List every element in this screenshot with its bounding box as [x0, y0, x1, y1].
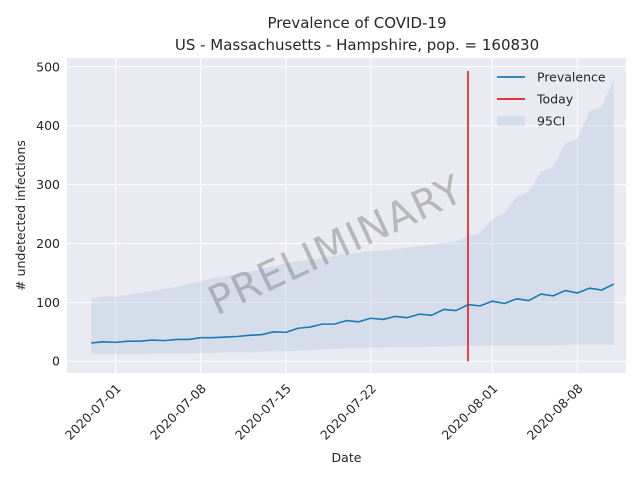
legend-label: 95CI [537, 114, 565, 129]
x-tick-label: 2020-07-22 [317, 381, 379, 443]
x-axis-label: Date [332, 450, 362, 465]
y-tick-label: 500 [36, 59, 60, 74]
y-axis-label: # undetected infections [13, 140, 28, 291]
y-tick-label: 100 [36, 295, 60, 310]
series-layer [91, 70, 615, 362]
y-tick-label: 200 [36, 236, 60, 251]
y-tick-label: 0 [52, 354, 60, 369]
prevalence-line [91, 283, 615, 344]
legend-label: Prevalence [537, 70, 606, 85]
ci-band [91, 78, 614, 355]
chart-subtitle: US - Massachusetts - Hampshire, pop. = 1… [175, 36, 539, 54]
x-tick-label: 2020-07-08 [147, 381, 209, 443]
x-tick-label: 2020-08-01 [439, 381, 501, 443]
chart-title: Prevalence of COVID-19 [267, 14, 446, 32]
x-tick-label: 2020-08-08 [524, 381, 586, 443]
x-tick-label: 2020-07-01 [62, 381, 124, 443]
grid [67, 58, 626, 373]
legend-handle [497, 116, 525, 126]
legend-label: Today [536, 92, 574, 107]
x-tick-label: 2020-07-15 [232, 381, 294, 443]
ci-band-layer [91, 78, 614, 355]
legend: Prevalence Today 95CI [497, 70, 606, 129]
y-tick-label: 400 [36, 118, 60, 133]
y-tick-label: 300 [36, 177, 60, 192]
